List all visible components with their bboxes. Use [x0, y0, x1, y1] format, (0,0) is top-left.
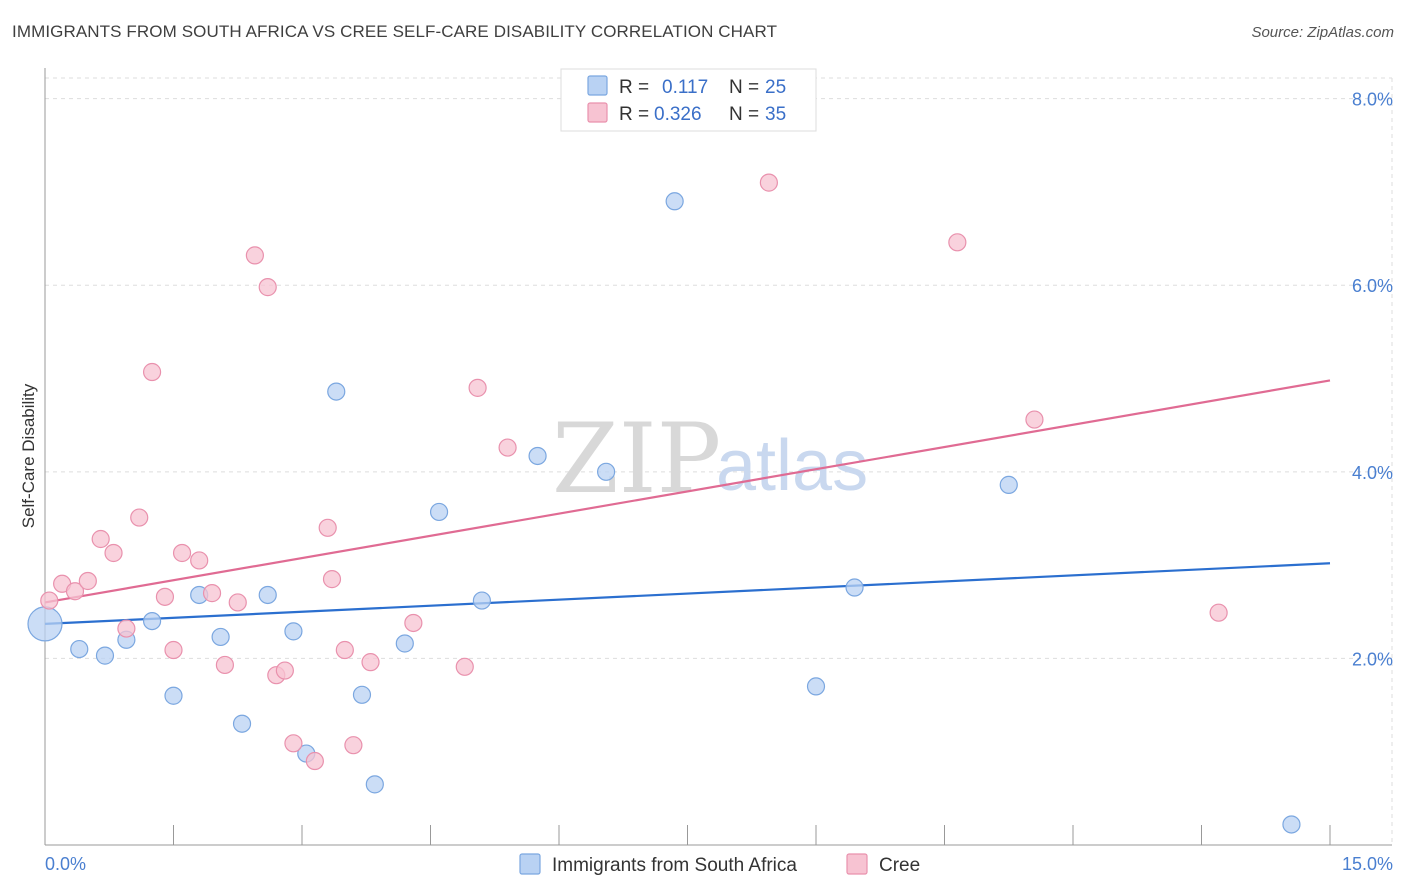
- legend-blue-r-label: R =: [619, 77, 649, 98]
- point-blue-24: [1282, 815, 1301, 834]
- point-pink-20: [284, 734, 303, 753]
- point-pink-33: [1025, 410, 1044, 429]
- bottom-legend: Immigrants from South Africa Cree: [519, 853, 920, 876]
- watermark-atlas: atlas: [716, 426, 868, 506]
- bottom-legend-swatch-blue: [519, 853, 541, 875]
- point-pink-5: [104, 543, 123, 563]
- point-blue-15: [395, 634, 414, 653]
- point-pink-8: [142, 362, 162, 382]
- point-pink-34: [1209, 603, 1228, 622]
- point-pink-24: [335, 640, 354, 660]
- point-blue-13: [352, 685, 372, 704]
- point-pink-30: [498, 438, 517, 457]
- x-tick-label-0: 0.0%: [45, 854, 86, 874]
- point-pink-10: [164, 640, 183, 660]
- point-pink-3: [78, 571, 97, 591]
- bottom-legend-swatch-pink: [846, 853, 868, 875]
- legend-swatch-pink: [587, 102, 608, 123]
- point-pink-11: [172, 543, 192, 563]
- point-pink-0: [40, 591, 59, 610]
- point-blue-16: [429, 502, 449, 522]
- point-blue-23: [999, 475, 1018, 494]
- point-pink-25: [344, 736, 363, 755]
- point-blue-22: [845, 578, 864, 597]
- legend-blue-n-value: 25: [765, 77, 786, 98]
- point-blue-17: [472, 591, 491, 610]
- top-legend: R = 0.117 N = 25 R = 0.326 N = 35: [560, 68, 817, 132]
- chart-title: IMMIGRANTS FROM SOUTH AFRICA VS CREE SEL…: [12, 22, 778, 41]
- y-tick-label-1: 4.0%: [1352, 463, 1393, 483]
- point-pink-16: [245, 246, 264, 265]
- point-pink-4: [91, 529, 110, 549]
- point-pink-22: [318, 518, 337, 537]
- data-points: [27, 173, 1301, 834]
- watermark: ZIP atlas: [552, 403, 868, 515]
- point-blue-4: [142, 611, 162, 631]
- legend-pink-n-label: N =: [729, 104, 759, 125]
- point-blue-7: [211, 627, 230, 647]
- y-axis-label: Self-Care Disability: [19, 383, 38, 528]
- point-blue-5: [164, 686, 183, 705]
- point-pink-31: [759, 173, 778, 192]
- legend-blue-r-value: 0.117: [662, 77, 708, 98]
- point-pink-9: [155, 587, 175, 606]
- point-blue-8: [232, 714, 252, 733]
- trend-lines: [44, 379, 1331, 625]
- point-pink-29: [468, 378, 487, 397]
- point-pink-21: [305, 751, 324, 771]
- watermark-zip: ZIP: [552, 403, 721, 515]
- bottom-legend-blue-label: Immigrants from South Africa: [552, 855, 797, 876]
- y-tick-label-2: 6.0%: [1352, 276, 1393, 296]
- point-blue-12: [327, 382, 346, 401]
- point-pink-32: [948, 233, 967, 252]
- point-blue-20: [665, 192, 684, 211]
- legend-blue-n-label: N =: [729, 77, 759, 98]
- point-pink-23: [322, 570, 342, 589]
- point-blue-0: [27, 606, 63, 642]
- bottom-legend-pink-label: Cree: [879, 855, 920, 876]
- point-pink-17: [258, 278, 277, 297]
- point-blue-18: [528, 446, 547, 466]
- point-pink-15: [228, 593, 247, 612]
- point-blue-9: [258, 585, 277, 605]
- axes: [44, 68, 1392, 846]
- source-label: Source: ZipAtlas.com: [1251, 24, 1394, 41]
- x-tick-label-1: 15.0%: [1342, 854, 1393, 874]
- point-blue-19: [597, 462, 616, 481]
- point-pink-2: [65, 582, 85, 601]
- legend-pink-r-value: 0.326: [654, 104, 702, 125]
- legend-pink-r-label: R =: [619, 104, 649, 125]
- tick-labels: 2.0% 4.0% 6.0% 8.0% 0.0% 15.0%: [45, 90, 1393, 874]
- trend-line-pink: [44, 379, 1331, 604]
- y-tick-label-3: 8.0%: [1352, 90, 1393, 110]
- point-pink-19: [275, 661, 294, 680]
- trend-line-blue: [44, 562, 1331, 625]
- point-blue-1: [70, 639, 89, 659]
- point-blue-14: [365, 775, 384, 794]
- point-pink-7: [130, 508, 149, 527]
- point-blue-21: [806, 677, 826, 696]
- legend-pink-n-value: 35: [765, 104, 786, 125]
- point-pink-28: [455, 657, 474, 676]
- point-pink-26: [361, 653, 380, 672]
- point-pink-6: [117, 619, 136, 638]
- point-pink-12: [190, 551, 209, 570]
- point-pink-27: [404, 613, 423, 633]
- y-tick-label-0: 2.0%: [1352, 649, 1393, 669]
- point-blue-2: [95, 646, 115, 665]
- point-blue-10: [284, 622, 303, 641]
- point-pink-14: [215, 655, 234, 675]
- legend-swatch-blue: [587, 75, 608, 96]
- point-pink-13: [202, 584, 222, 603]
